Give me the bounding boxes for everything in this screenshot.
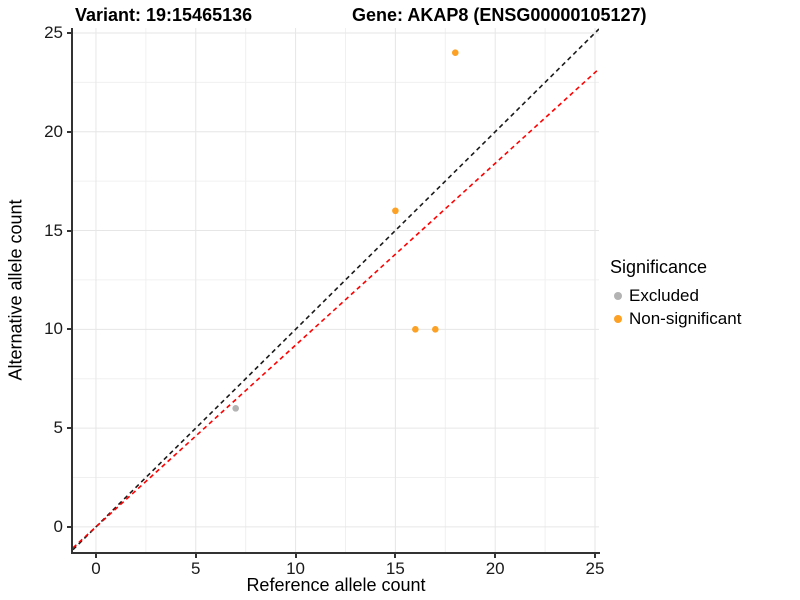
plot-panel [73,28,599,552]
x-tick-label: 15 [385,559,405,578]
legend-dot-icon [614,291,622,300]
legend: Significance Excluded Non-significant [610,257,741,330]
legend-item-label: Excluded [629,285,699,305]
x-tick-mark [394,554,397,558]
y-tick-label: 20 [44,121,63,141]
legend-item-label: Non-significant [629,308,742,328]
x-tick-mark [494,554,497,558]
data-point-non-significant [451,49,459,56]
x-tick-label: 10 [286,559,306,578]
x-tick-label: 20 [485,559,505,578]
x-tick-mark [94,554,97,558]
y-tick-mark [67,328,71,331]
y-tick-label: 0 [53,516,63,536]
data-point-non-significant [412,326,419,333]
x-tick-mark [594,554,596,558]
legend-item-excluded: Excluded [610,284,741,307]
expected-ratio-line [73,68,599,549]
y-tick-mark [67,229,71,232]
y-tick-label: 5 [53,418,63,438]
x-tick-mark [294,554,297,558]
x-tick-label: 5 [191,559,201,578]
y-tick-mark [67,525,71,528]
x-axis-line [72,552,600,554]
gene-title: Gene: AKAP8 (ENSG00000105127) [352,5,647,25]
x-tick-label: 25 [585,559,605,578]
x-tick-label: 0 [91,559,101,578]
y-axis-line [71,28,73,554]
legend-items: Excluded Non-significant [610,284,741,330]
x-tick-mark [194,554,197,558]
y-tick-mark [67,427,71,430]
plot-canvas [73,28,599,552]
y-tick-mark [67,130,71,133]
y-axis-title: Alternative allele count [5,199,26,381]
y-tick-label: 10 [44,319,63,339]
data-point-non-significant [432,326,439,333]
variant-title: Variant: 19:15465136 [75,5,253,25]
legend-title: Significance [610,257,708,277]
x-axis-title: Reference allele count [246,575,426,595]
y-tick-label: 25 [44,22,63,42]
y-tick-label: 15 [44,220,63,240]
legend-dot-icon [614,314,622,323]
data-point-excluded [232,405,239,412]
data-point-non-significant [392,207,399,215]
identity-line [73,28,599,551]
legend-item-non-significant: Non-significant [610,307,741,330]
y-tick-mark [67,31,71,34]
